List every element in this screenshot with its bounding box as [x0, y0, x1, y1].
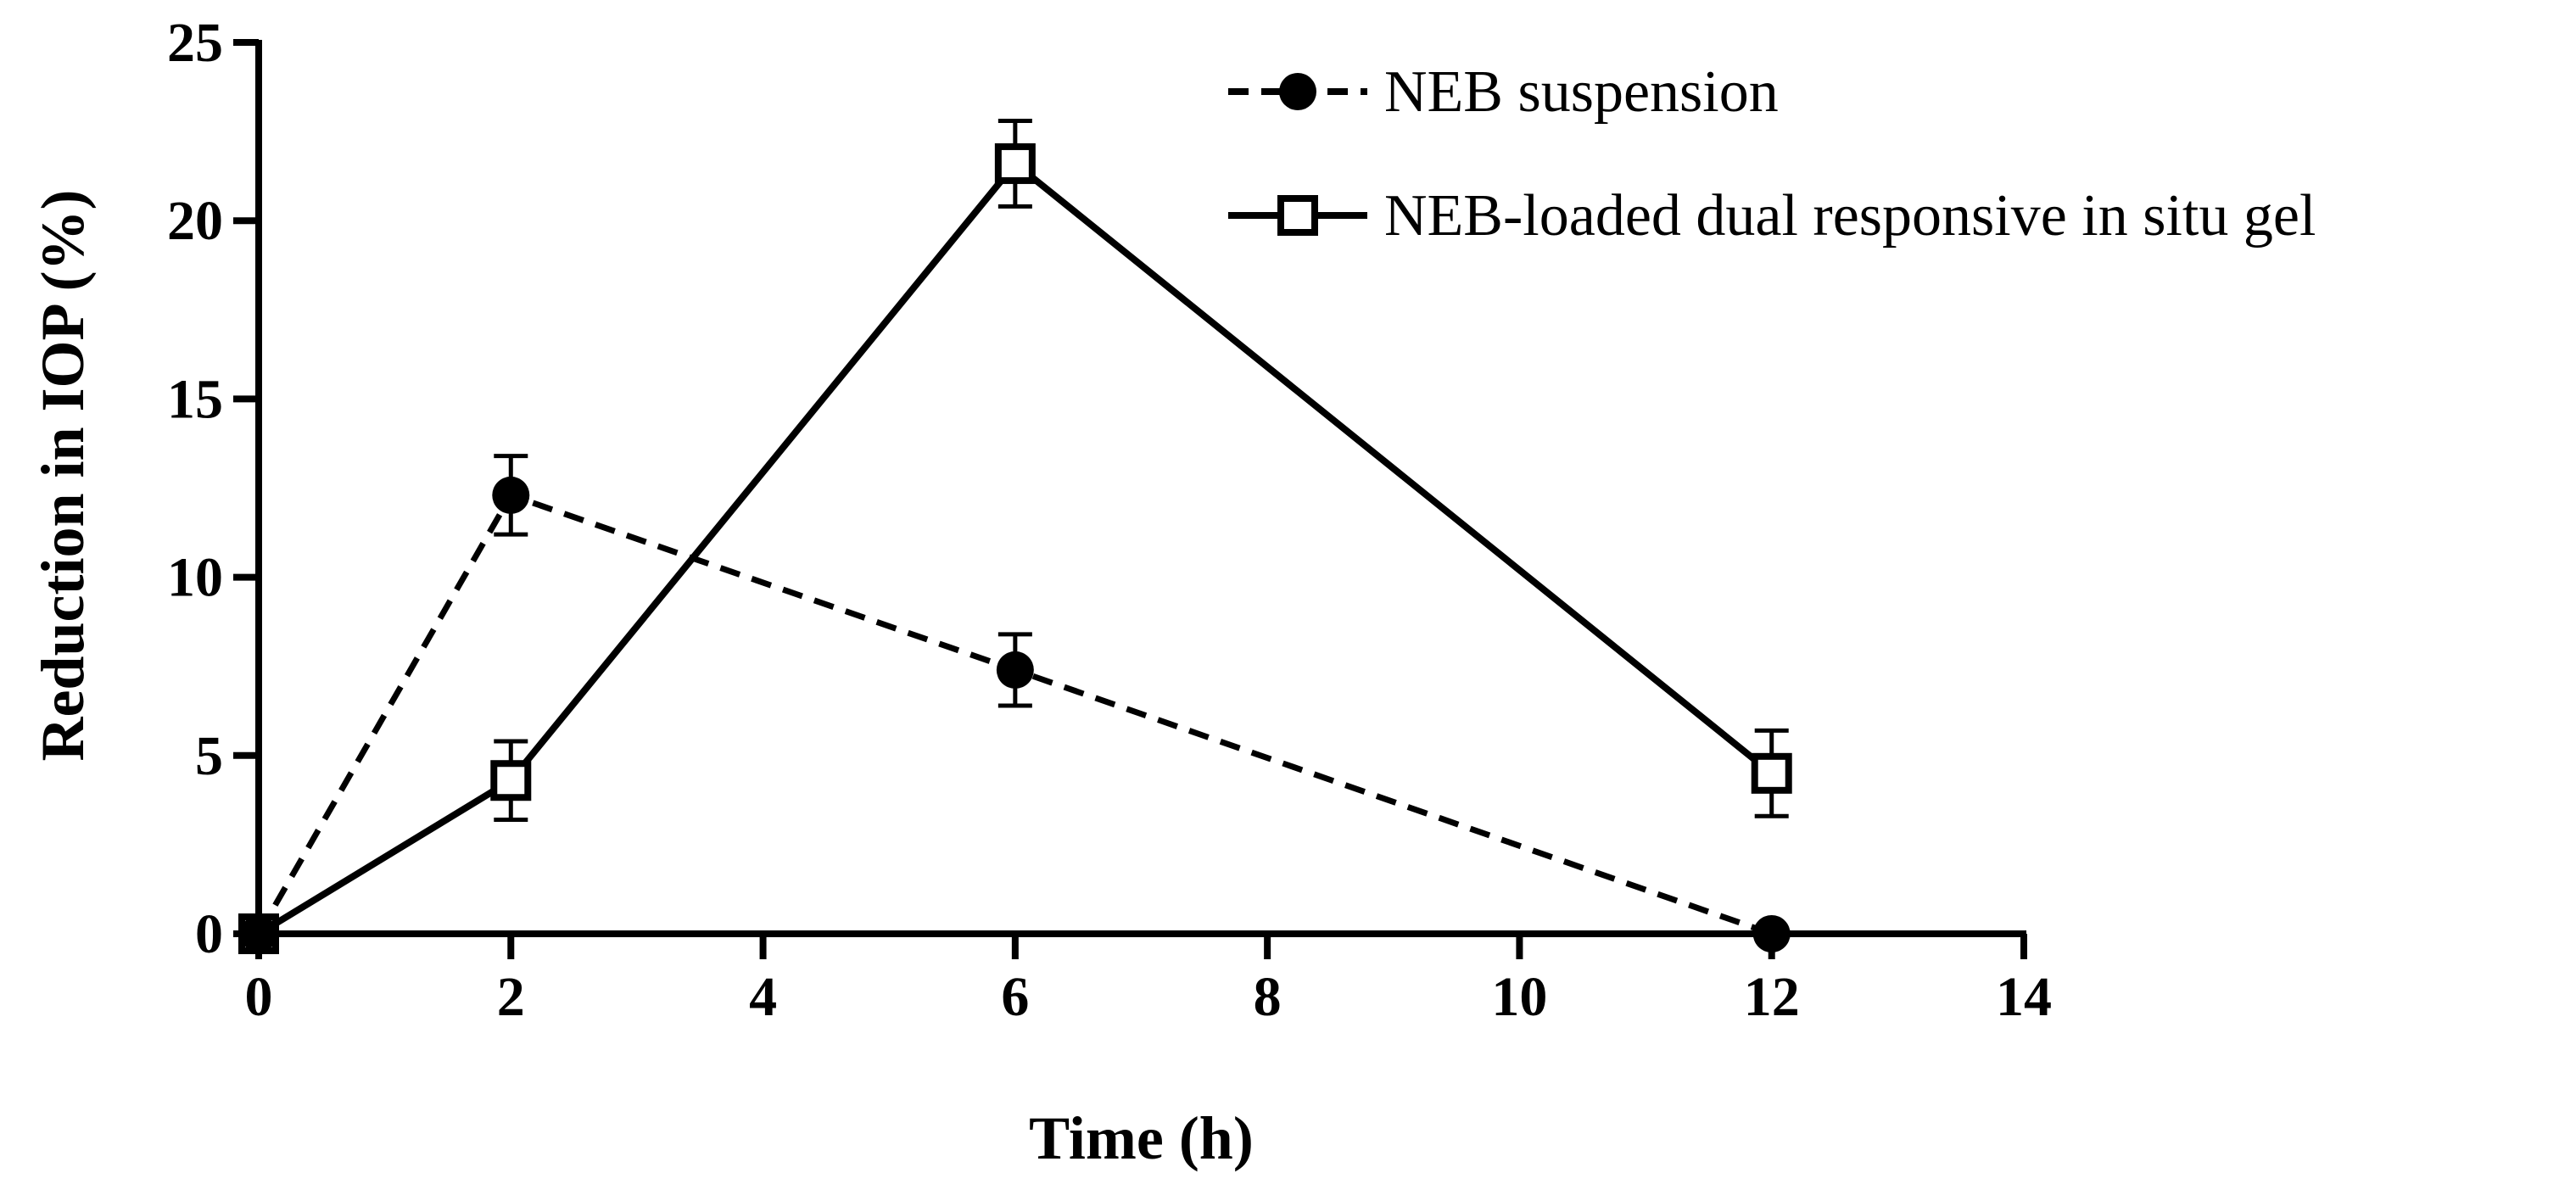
x-tick-label: 14	[1996, 966, 2052, 1028]
x-tick-label: 12	[1744, 966, 1800, 1028]
data-point-circle	[996, 651, 1034, 689]
data-point-circle	[240, 915, 277, 952]
y-tick-label: 0	[195, 903, 223, 965]
data-point-square	[490, 760, 532, 801]
data-point-square	[1277, 195, 1318, 236]
x-tick-label: 6	[1001, 966, 1029, 1028]
y-tick-label: 15	[167, 368, 223, 430]
series-line	[256, 159, 1774, 937]
y-axis: 0 5 10 15 20 25	[167, 12, 262, 965]
x-tick-label: 10	[1491, 966, 1547, 1028]
legend: NEB suspension NEB-loaded dual responsive…	[1228, 59, 2316, 249]
y-tick-label: 10	[167, 547, 223, 609]
x-tick-label: 4	[749, 966, 777, 1028]
legend-label: NEB-loaded dual responsive in situ gel	[1384, 183, 2316, 249]
x-axis-title: Time (h)	[1029, 1104, 1254, 1172]
data-point-circle	[1752, 915, 1791, 952]
data-point-circle	[1279, 73, 1316, 110]
x-tick-label: 2	[497, 966, 525, 1028]
series-line	[255, 491, 1773, 937]
y-tick-label: 20	[167, 190, 223, 252]
data-point-square	[994, 142, 1036, 184]
x-tick-label: 0	[245, 966, 273, 1028]
x-axis: 0 2 4 6 8 10 12 14	[245, 930, 2052, 1028]
x-tick-label: 8	[1254, 966, 1282, 1028]
y-axis-title: Reduction in IOP (%)	[29, 189, 97, 761]
y-tick-label: 5	[195, 725, 223, 787]
data-point-square	[1751, 752, 1792, 794]
y-tick-label: 25	[167, 12, 223, 74]
data-point-circle	[492, 476, 530, 514]
series-layer	[238, 118, 1792, 954]
legend-label: NEB suspension	[1384, 59, 1779, 125]
